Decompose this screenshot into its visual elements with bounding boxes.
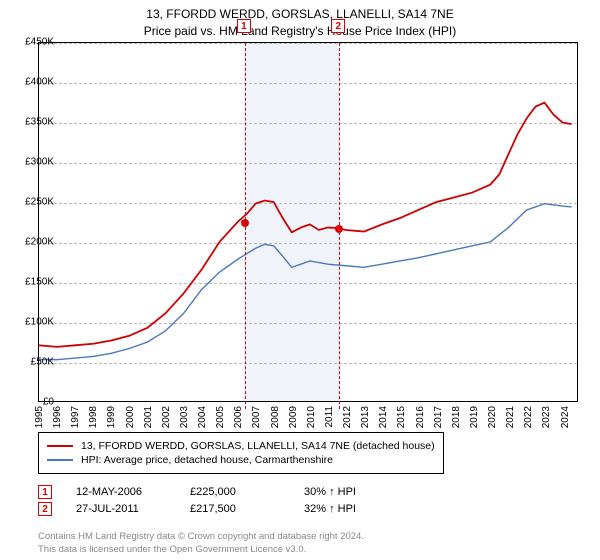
title-line-1: 13, FFORDD WERDD, GORSLAS, LLANELLI, SA1… [0,6,600,23]
x-tick-label: 2010 [306,406,317,428]
chart-container: 13, FFORDD WERDD, GORSLAS, LLANELLI, SA1… [0,0,600,560]
x-tick-label: 2002 [161,406,172,428]
sale-row: 2 27-JUL-2011 £217,500 32% ↑ HPI [38,502,394,516]
x-tick-label: 2006 [233,406,244,428]
marker-box: 2 [331,19,345,33]
sales-list: 1 12-MAY-2006 £225,000 30% ↑ HPI 2 27-JU… [38,482,394,519]
sale-price: £225,000 [190,486,280,498]
sale-price: £217,500 [190,503,280,515]
x-tick-label: 2004 [197,406,208,428]
x-tick-label: 2013 [360,406,371,428]
y-tick-label: £450K [18,37,54,48]
x-tick-label: 2023 [541,406,552,428]
legend-swatch [47,459,73,461]
x-tick-label: 2009 [288,406,299,428]
x-tick-label: 1995 [34,406,45,428]
sale-delta: 32% ↑ HPI [304,503,394,515]
x-tick-label: 2020 [487,406,498,428]
plot-area: 12 [38,42,578,402]
x-tick-label: 2005 [215,406,226,428]
y-tick-label: £150K [18,277,54,288]
y-tick-label: £250K [18,197,54,208]
y-tick-label: £400K [18,77,54,88]
x-tick-label: 2015 [396,406,407,428]
x-tick-label: 2016 [415,406,426,428]
series-hpi [39,204,572,360]
sale-row: 1 12-MAY-2006 £225,000 30% ↑ HPI [38,485,394,499]
x-tick-label: 2019 [469,406,480,428]
x-tick-label: 1999 [106,406,117,428]
y-tick-label: £200K [18,237,54,248]
x-tick-label: 1996 [52,406,63,428]
sale-marker-icon: 1 [38,485,52,499]
sale-marker-icon: 2 [38,502,52,516]
marker-box: 1 [237,19,251,33]
x-tick-label: 2008 [270,406,281,428]
x-tick-label: 2014 [378,406,389,428]
x-tick-label: 2021 [505,406,516,428]
legend-swatch [47,445,73,447]
line-series [39,43,577,401]
x-tick-label: 2024 [560,406,571,428]
x-tick-label: 1997 [70,406,81,428]
x-tick-label: 2000 [125,406,136,428]
footer: Contains HM Land Registry data © Crown c… [38,531,364,556]
title-line-2: Price paid vs. HM Land Registry's House … [0,23,600,40]
sale-delta: 30% ↑ HPI [304,486,394,498]
y-tick-label: £100K [18,317,54,328]
x-tick-label: 2018 [451,406,462,428]
series-property [39,103,572,347]
y-tick-label: £300K [18,157,54,168]
y-tick-label: £50K [18,357,54,368]
x-tick-label: 2003 [179,406,190,428]
x-tick-label: 1998 [88,406,99,428]
sale-date: 12-MAY-2006 [76,486,166,498]
x-tick-label: 2022 [523,406,534,428]
x-tick-label: 2011 [324,406,335,428]
sale-date: 27-JUL-2011 [76,503,166,515]
x-tick-label: 2007 [251,406,262,428]
legend-item: HPI: Average price, detached house, Carm… [47,454,435,466]
legend: 13, FFORDD WERDD, GORSLAS, LLANELLI, SA1… [38,432,444,474]
legend-label: 13, FFORDD WERDD, GORSLAS, LLANELLI, SA1… [81,440,435,452]
chart-titles: 13, FFORDD WERDD, GORSLAS, LLANELLI, SA1… [0,0,600,40]
x-tick-label: 2001 [143,406,154,428]
x-tick-label: 2012 [342,406,353,428]
y-tick-label: £350K [18,117,54,128]
footer-line: Contains HM Land Registry data © Crown c… [38,531,364,543]
footer-line: This data is licensed under the Open Gov… [38,544,364,556]
legend-label: HPI: Average price, detached house, Carm… [81,454,333,466]
marker-dot [335,225,343,233]
x-tick-label: 2017 [433,406,444,428]
marker-dot [241,219,249,227]
legend-item: 13, FFORDD WERDD, GORSLAS, LLANELLI, SA1… [47,440,435,452]
